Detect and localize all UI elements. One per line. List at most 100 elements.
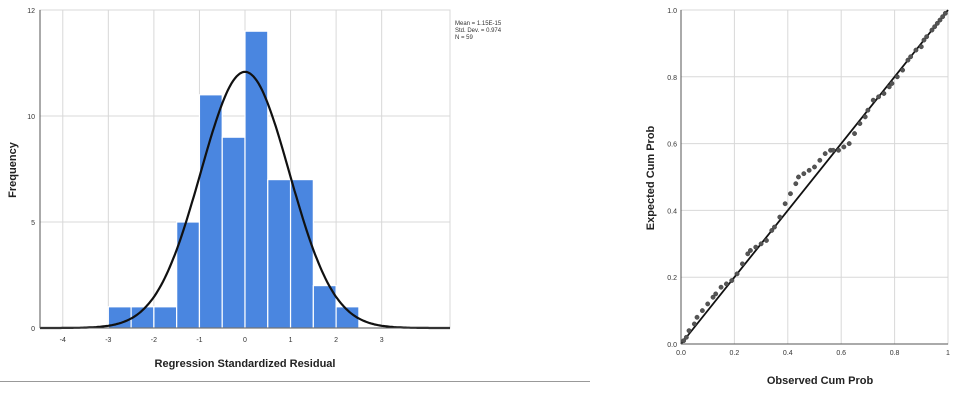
pp-point	[723, 281, 729, 287]
histogram-bar	[198, 94, 223, 329]
histogram-bar	[221, 136, 246, 329]
histogram-bar	[244, 30, 269, 329]
histogram-stat-line: Mean = 1.15E-15	[455, 21, 502, 27]
pp-point	[769, 228, 775, 233]
pp-point	[905, 57, 911, 63]
histogram-x-tick-label: -3	[105, 337, 111, 344]
pp-point	[718, 284, 724, 290]
pp-y-tick-label: 0.8	[667, 75, 677, 82]
pp-y-tick-label: 0.0	[667, 342, 677, 349]
pp-y-tick-label: 0.2	[667, 275, 677, 282]
histogram-x-tick-label: -1	[196, 337, 202, 344]
pp-point	[686, 328, 692, 334]
panel-divider	[0, 381, 590, 382]
histogram-stat-line: N = 59	[455, 35, 474, 41]
pp-point	[788, 191, 793, 197]
pp-point	[924, 34, 930, 40]
pp-x-tick-label: 0.8	[890, 350, 900, 357]
histogram-y-tick-labels: 0 5 10 12	[27, 8, 35, 333]
pp-point	[817, 157, 823, 163]
histogram-x-tick-label: 2	[334, 337, 338, 344]
pp-point	[822, 151, 828, 157]
pp-point	[900, 67, 906, 73]
histogram-y-tick-label: 12	[27, 8, 35, 15]
pp-point	[748, 248, 753, 253]
pp-y-tick-label: 1.0	[667, 8, 677, 15]
pp-point	[870, 97, 876, 103]
pp-x-tick-label: 0.2	[730, 350, 740, 357]
histogram-y-tick-label: 5	[31, 220, 35, 227]
pp-point	[932, 24, 938, 30]
pp-point	[862, 114, 868, 120]
pp-point	[886, 84, 892, 90]
pp-point	[852, 131, 857, 136]
pp-point	[796, 174, 801, 180]
pp-point	[710, 294, 716, 300]
histogram-y-tick-label: 10	[27, 114, 35, 121]
pp-point	[876, 94, 881, 100]
pp-point	[908, 54, 914, 60]
pp-point	[745, 251, 751, 257]
histogram-y-tick-label: 0	[31, 326, 35, 333]
pp-point	[857, 121, 863, 126]
histogram-x-tick-label: -2	[151, 337, 157, 344]
histogram-bar	[267, 179, 292, 329]
normal-pp-plot: 0.0 0.2 0.4 0.6 0.8 1 0.0 0.2 0.4 0.6 0.8 1.0 Obse…	[645, 8, 950, 387]
histogram-x-tick-label: 3	[380, 337, 384, 344]
histogram-x-tick-label: 1	[289, 337, 293, 344]
pp-point	[753, 244, 759, 250]
histogram-bar	[289, 179, 314, 329]
pp-point	[705, 301, 711, 307]
normal-curve	[40, 70, 450, 330]
histogram-panel: -4 -3 -2 -1 0 1 2 3 0 5 10 12 Mean = 1.15E-15 Std. …	[7, 8, 502, 370]
pp-point	[782, 201, 788, 207]
histogram-y-axis-title: Frequency	[7, 141, 19, 198]
pp-point	[729, 278, 735, 283]
pp-y-axis-title: Expected Cum Prob	[645, 125, 657, 230]
pp-point	[918, 44, 924, 50]
pp-point	[921, 37, 927, 43]
pp-point	[699, 308, 705, 313]
pp-point	[937, 17, 943, 23]
pp-point	[740, 261, 745, 267]
pp-reference-line	[680, 9, 949, 345]
pp-point	[929, 27, 935, 33]
pp-x-tick-label: 1	[946, 350, 950, 357]
pp-point	[830, 147, 836, 153]
pp-plot-points	[681, 10, 948, 344]
pp-x-tick-label: 0.0	[676, 350, 686, 357]
pp-point	[836, 147, 841, 153]
pp-point	[683, 334, 689, 340]
pp-point	[713, 291, 719, 297]
pp-point	[758, 241, 764, 247]
pp-point	[691, 321, 697, 327]
pp-x-tick-label: 0.4	[783, 350, 793, 357]
pp-point	[772, 224, 777, 230]
pp-point	[865, 107, 871, 113]
pp-x-axis-title: Observed Cum Prob	[767, 375, 874, 387]
pp-point	[889, 81, 895, 86]
pp-point	[934, 20, 940, 26]
pp-point	[806, 167, 812, 173]
pp-point	[694, 314, 700, 320]
pp-point	[812, 164, 817, 170]
pp-y-tick-label: 0.4	[667, 208, 677, 215]
pp-point	[913, 47, 919, 53]
pp-point	[846, 141, 852, 147]
histogram-x-axis-title: Regression Standardized Residual	[155, 358, 336, 370]
pp-point	[764, 238, 769, 243]
histogram-stat-line: Std. Dev. = 0.974	[455, 28, 502, 34]
pp-point	[793, 181, 799, 187]
pp-point	[881, 91, 887, 96]
pp-point	[801, 171, 807, 177]
pp-point	[942, 10, 948, 16]
pp-y-tick-labels: 0.0 0.2 0.4 0.6 0.8 1.0	[667, 8, 677, 349]
pp-point	[777, 214, 783, 220]
histogram-bar	[153, 306, 178, 329]
pp-point	[841, 144, 847, 150]
pp-point	[940, 14, 946, 20]
histogram-x-tick-label: -4	[60, 337, 66, 344]
pp-point	[894, 74, 900, 80]
